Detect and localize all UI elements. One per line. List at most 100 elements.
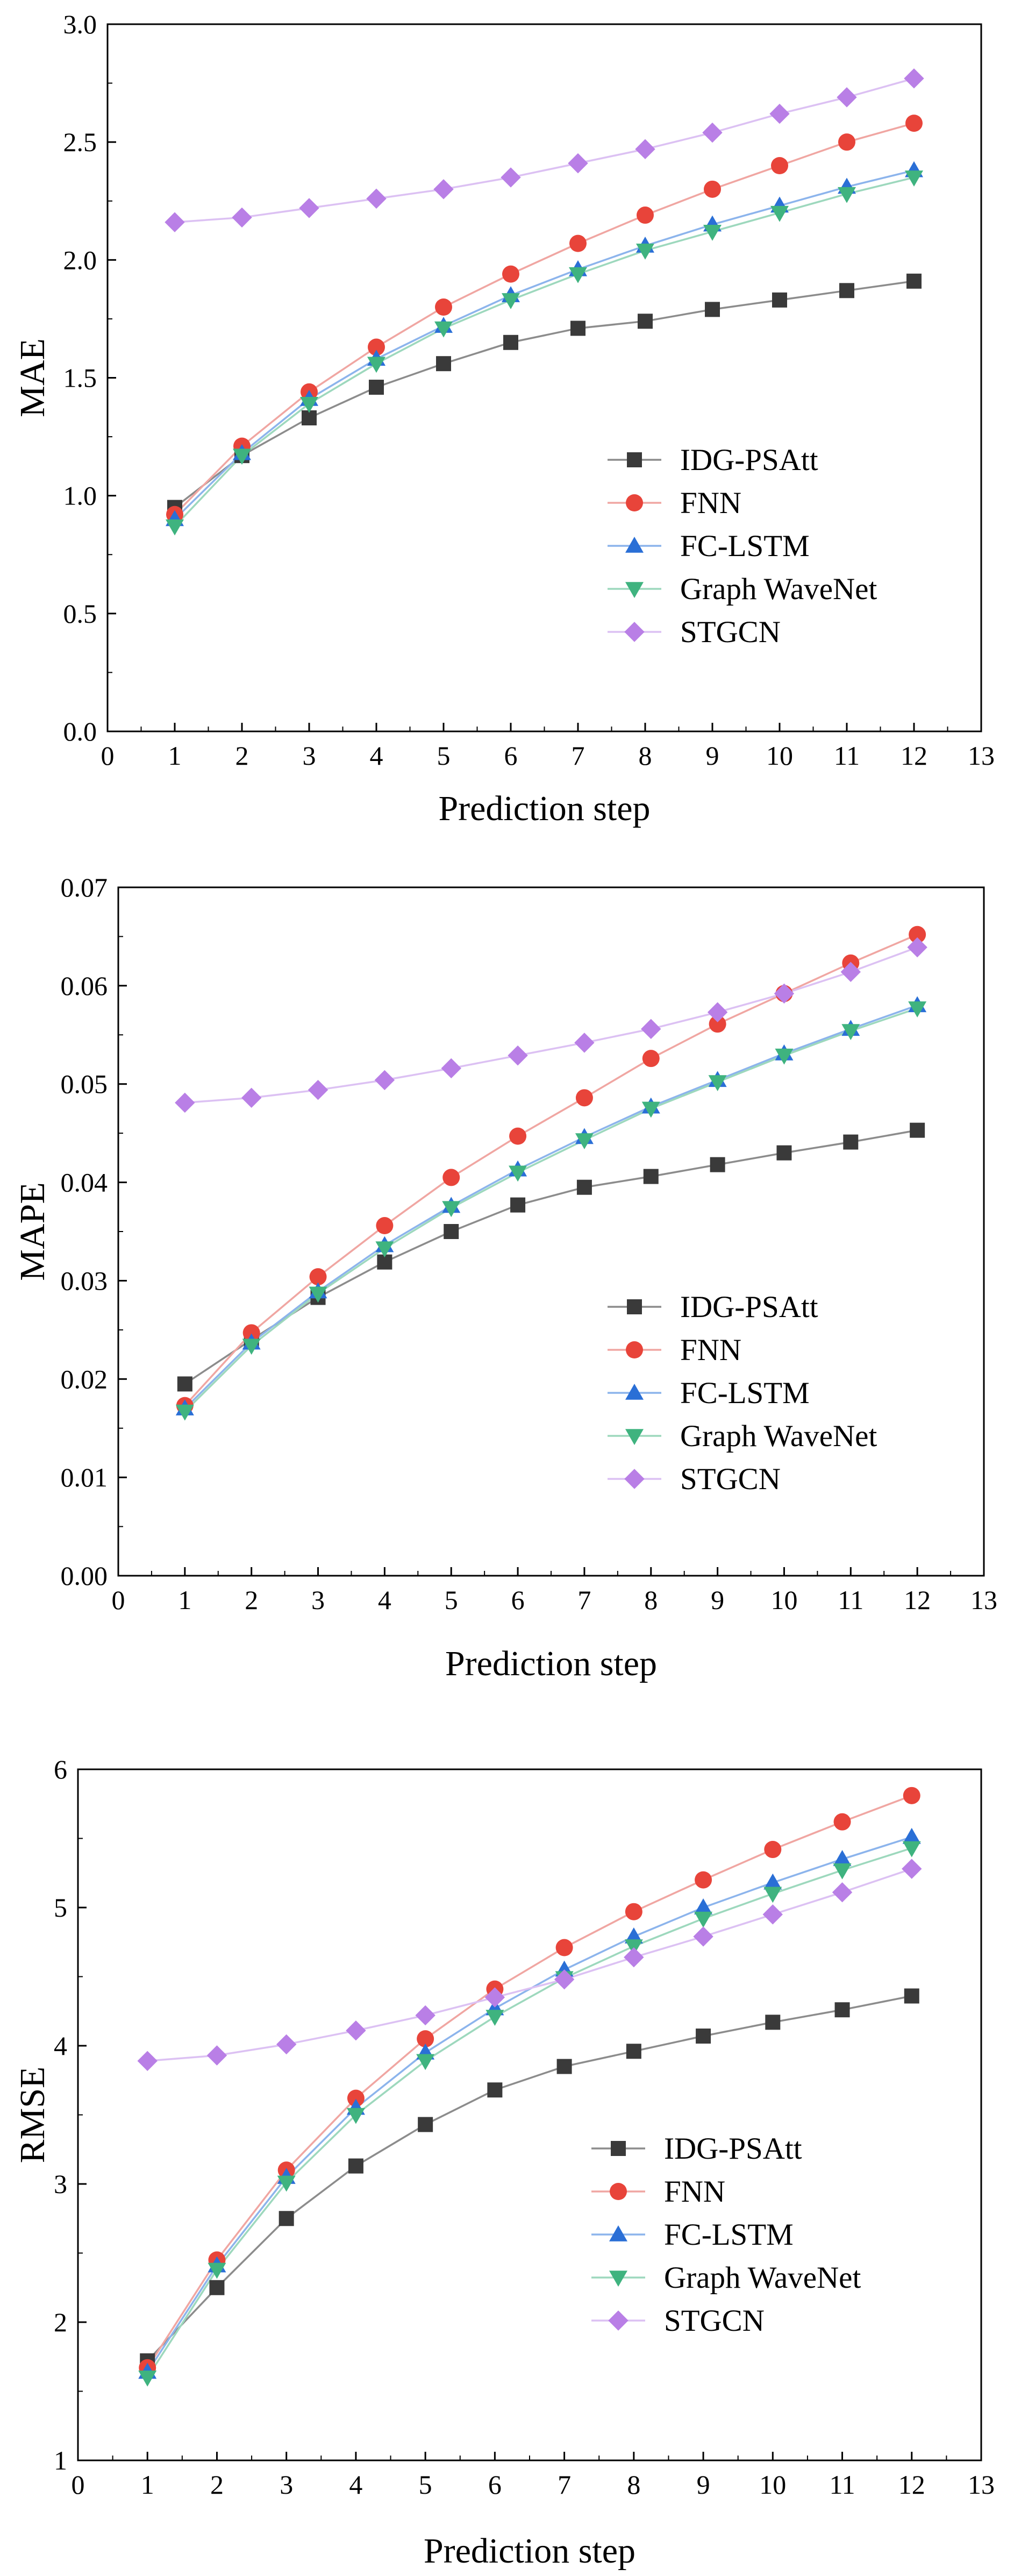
- mae-point-graph-wavenet: [636, 244, 654, 260]
- rmse-point-fnn: [833, 1813, 851, 1831]
- mape-point-stgcn: [441, 1058, 461, 1079]
- rmse-x-tick-label: 9: [697, 2470, 710, 2500]
- mape-point-idg-psatt: [710, 1157, 725, 1172]
- mae-point-graph-wavenet: [233, 449, 251, 465]
- mape-point-fnn: [309, 1268, 327, 1286]
- mape-y-tick-label: 0.06: [61, 971, 108, 1001]
- mape-x-tick-label: 12: [904, 1585, 931, 1615]
- mae-point-fnn: [905, 115, 923, 132]
- rmse-point-fnn: [347, 2089, 365, 2107]
- mape-series-line-fnn: [184, 934, 918, 1406]
- rmse-series-line-graph-wavenet: [146, 1847, 912, 2378]
- mape-point-idg-psatt: [643, 1169, 659, 1184]
- rmse-point-idg-psatt: [209, 2280, 225, 2295]
- mae-point-fnn: [637, 207, 654, 224]
- mae-point-fnn: [368, 338, 385, 356]
- rmse-legend-label-idg-psatt: IDG-PSAtt: [664, 2132, 802, 2166]
- mae-point-stgcn: [635, 139, 655, 160]
- rmse-point-graph-wavenet: [694, 1911, 713, 1928]
- rmse-point-graph-wavenet: [902, 1841, 921, 1858]
- rmse-y-tick-label: 3: [54, 2169, 67, 2199]
- mape-y-tick-label: 0.00: [61, 1561, 108, 1591]
- mae-point-idg-psatt: [772, 292, 787, 308]
- mape-point-graph-wavenet: [641, 1101, 660, 1118]
- mape-y-tick-label: 0.02: [61, 1364, 108, 1394]
- mae-x-tick-label: 4: [370, 741, 383, 771]
- rmse-point-stgcn: [902, 1859, 922, 1879]
- rmse-legend-label-fc-lstm: FC-LSTM: [664, 2218, 794, 2252]
- mape-point-idg-psatt: [776, 1145, 792, 1161]
- rmse-x-tick-label: 6: [488, 2470, 502, 2500]
- mae-legend-marker-fc-lstm: [625, 537, 644, 553]
- mape-point-graph-wavenet: [841, 1024, 860, 1040]
- mape-y-axis-title: MAPE: [13, 1182, 52, 1280]
- rmse-point-stgcn: [206, 2045, 227, 2066]
- rmse-point-idg-psatt: [765, 2015, 781, 2030]
- rmse-y-tick-label: 2: [54, 2307, 67, 2337]
- rmse-x-tick-label: 1: [141, 2470, 154, 2500]
- rmse-point-idg-psatt: [279, 2211, 294, 2226]
- mae-x-tick-label: 1: [168, 741, 182, 771]
- mape-point-graph-wavenet: [708, 1075, 727, 1092]
- rmse-point-graph-wavenet: [277, 2175, 296, 2192]
- mae-point-stgcn: [769, 103, 790, 124]
- mae-series-line-idg-psatt: [174, 280, 915, 508]
- rmse-point-graph-wavenet: [416, 2054, 435, 2070]
- mape-point-stgcn: [241, 1087, 262, 1108]
- mape-x-tick-label: 11: [838, 1585, 863, 1615]
- mae-x-tick-label: 5: [437, 741, 451, 771]
- rmse-point-idg-psatt: [834, 2002, 850, 2018]
- mape-point-fnn: [509, 1127, 527, 1145]
- mae-y-tick-label: 0.5: [63, 599, 97, 629]
- mape-legend-label-fc-lstm: FC-LSTM: [680, 1376, 810, 1410]
- mape-series-line-fc-lstm: [184, 1004, 918, 1410]
- mae-point-stgcn: [433, 179, 454, 200]
- mae-point-graph-wavenet: [502, 293, 520, 309]
- mae-chart: 0 1 2 3 4 5 6 7 8 9 10 11 12 130.00.51.01.52.02.53.0P…: [13, 9, 995, 828]
- mae-point-graph-wavenet: [905, 170, 923, 187]
- mape-y-tick-label: 0.01: [61, 1462, 108, 1492]
- mape-chart: 0 1 2 3 4 5 6 7 8 9 10 11 12 130.000.010.020.030.040.…: [13, 872, 997, 1683]
- mae-legend-label-fnn: FNN: [680, 486, 741, 520]
- mae-point-idg-psatt: [705, 302, 720, 317]
- rmse-point-stgcn: [346, 2020, 366, 2041]
- rmse-point-graph-wavenet: [208, 2262, 226, 2279]
- mape-point-stgcn: [574, 1033, 595, 1053]
- mae-y-tick-label: 1.5: [63, 363, 97, 393]
- mae-x-tick-label: 12: [901, 741, 927, 771]
- mae-x-tick-label: 2: [235, 741, 249, 771]
- rmse-point-idg-psatt: [556, 2059, 572, 2074]
- rmse-point-idg-psatt: [418, 2117, 433, 2132]
- rmse-legend-marker-fnn: [610, 2183, 627, 2200]
- mape-point-graph-wavenet: [908, 1001, 927, 1017]
- mape-x-tick-label: 3: [311, 1585, 325, 1615]
- mape-point-graph-wavenet: [309, 1286, 327, 1303]
- mae-x-axis-title: Prediction step: [438, 789, 650, 828]
- rmse-point-stgcn: [693, 1926, 713, 1947]
- mape-x-tick-label: 5: [445, 1585, 458, 1615]
- rmse-x-tick-label: 5: [419, 2470, 432, 2500]
- mae-point-graph-wavenet: [166, 519, 184, 536]
- mae-legend-label-idg-psatt: IDG-PSAtt: [680, 443, 818, 477]
- mae-x-tick-label: 8: [639, 741, 652, 771]
- mape-point-stgcn: [707, 1002, 728, 1022]
- mape-point-graph-wavenet: [575, 1133, 594, 1149]
- mae-x-tick-label: 9: [706, 741, 719, 771]
- mae-plot-frame: [106, 23, 982, 732]
- mae-point-idg-psatt: [839, 283, 854, 298]
- mape-x-tick-label: 8: [644, 1585, 658, 1615]
- rmse-point-fnn: [903, 1787, 920, 1804]
- rmse-point-idg-psatt: [487, 2082, 503, 2098]
- mape-point-stgcn: [175, 1092, 195, 1113]
- rmse-point-stgcn: [415, 2005, 435, 2026]
- mae-point-stgcn: [568, 153, 588, 174]
- mae-series-line-fnn: [174, 122, 915, 515]
- mae-series-line-stgcn: [174, 77, 915, 223]
- mae-x-tick-label: 3: [303, 741, 316, 771]
- mae-point-fnn: [771, 157, 788, 174]
- mape-point-fnn: [376, 1217, 394, 1235]
- rmse-point-graph-wavenet: [833, 1863, 852, 1880]
- mae-point-graph-wavenet: [569, 267, 587, 283]
